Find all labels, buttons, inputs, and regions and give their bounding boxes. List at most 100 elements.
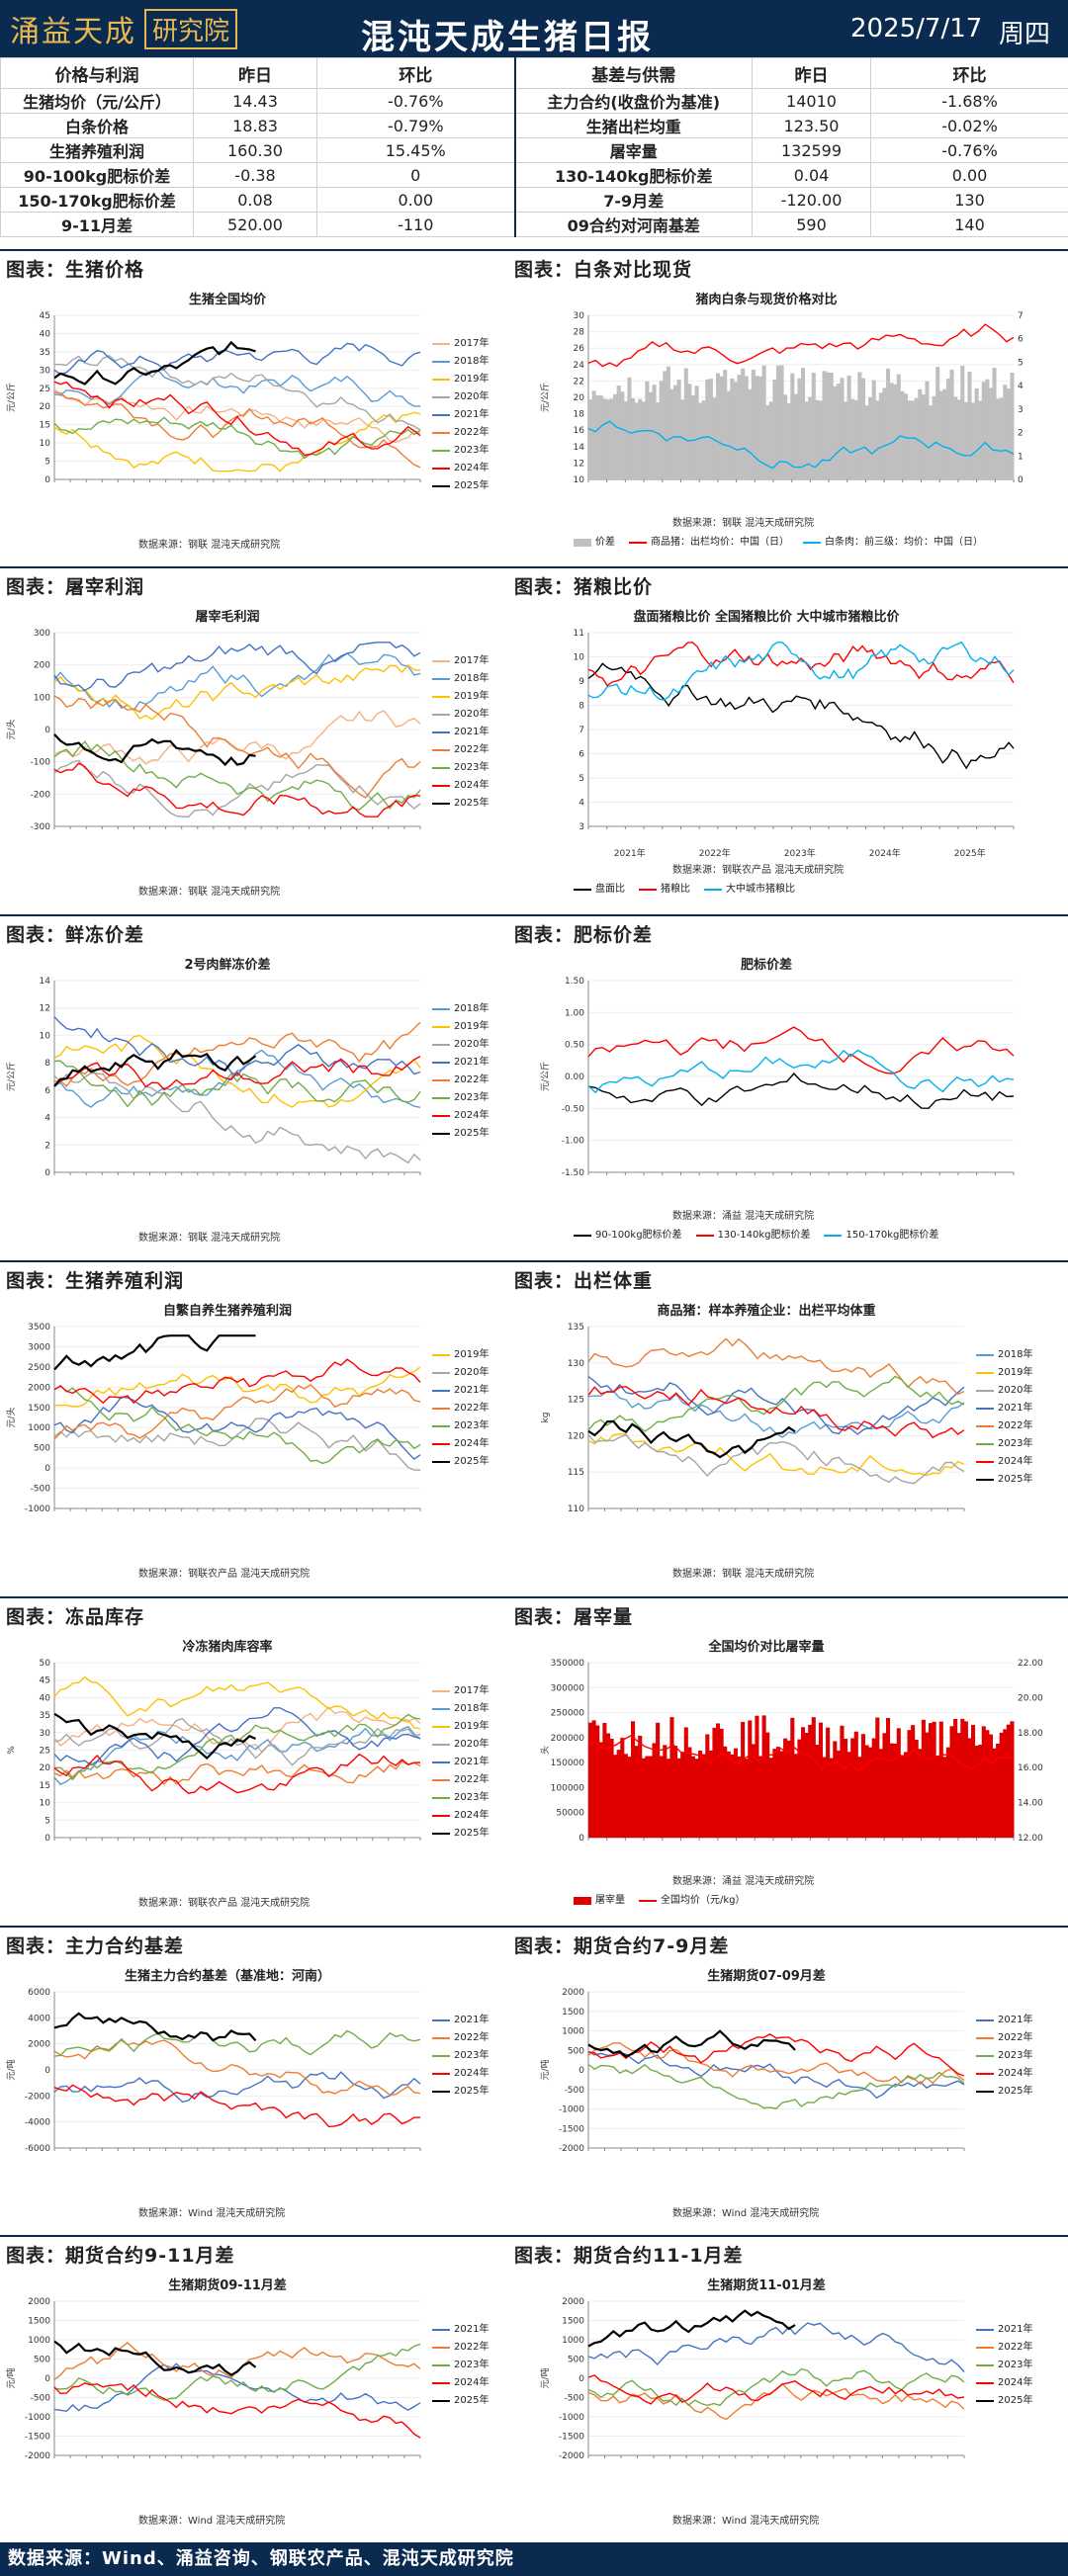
y-tick-label: -1500 (559, 2433, 584, 2443)
area-bar (822, 1757, 827, 1838)
chart-legend: 2021年 2022年 2023年 2024年 2025年 (976, 2012, 1032, 2101)
y-tick-label: -1000 (559, 2105, 584, 2115)
area-bar (761, 1715, 766, 1838)
chart-svg: 0 2 4 6 8 10 12 14 元/公斤 (6, 977, 421, 1178)
legend-label: 2022年 (454, 744, 490, 755)
table-row-label: 130-140kg肥标价差 (513, 162, 753, 188)
area-bar (701, 400, 706, 479)
area-bar (953, 396, 958, 479)
legend-swatch (976, 1372, 994, 1374)
area-bar (595, 394, 600, 479)
chart-source: 数据来源：涌益 混沌天成研究院 (672, 1876, 815, 1887)
series-line (53, 1072, 421, 1164)
legend-swatch (976, 2382, 994, 2384)
area-bar (911, 400, 916, 479)
area-bar (761, 365, 766, 479)
table-row-label: 150-170kg肥标价差 (0, 187, 194, 213)
y-tick-label: -300 (31, 822, 51, 832)
area-bar (790, 1717, 795, 1838)
legend-label: 2023年 (454, 1092, 490, 1103)
section-title-left: 图表：生猪价格 (6, 259, 145, 281)
section-title-right: 图表：肥标价差 (514, 924, 654, 946)
legend-label: 2025年 (454, 2086, 490, 2097)
legend-label: 2019年 (454, 691, 490, 702)
chart-panel: 2号肉鲜冻价差 0 2 4 6 8 10 12 14 元/公斤 2018年 2019年 2020年 202… (0, 946, 514, 1256)
y-tick-label: -0.50 (562, 1104, 585, 1114)
area-bar (616, 386, 621, 479)
y-tick-label: 250000 (551, 1709, 585, 1719)
legend-label: 2022年 (454, 1403, 490, 1414)
legend-item: 2020年 (432, 1364, 489, 1382)
area-bar (811, 1717, 816, 1838)
y-tick-label: 0 (44, 1168, 50, 1178)
area-bar (967, 372, 972, 479)
section-title-right: 图表：期货合约7-9月差 (514, 1935, 730, 1957)
area-bar (620, 1738, 625, 1838)
area-bar (656, 1722, 661, 1838)
area-bar (914, 1739, 919, 1838)
y-tick-label: 45 (40, 1676, 50, 1686)
y2-tick-label: 1 (1018, 452, 1024, 462)
legend-swatch (432, 785, 450, 787)
series-line (53, 733, 256, 767)
y2-tick-label: 16.00 (1018, 1763, 1043, 1773)
y2-tick-label: 3 (1018, 405, 1024, 415)
legend-label: 2025年 (454, 1828, 490, 1839)
area-bar (758, 1756, 763, 1838)
y-tick-label: 0 (44, 2374, 50, 2384)
area-bar (666, 366, 670, 479)
area-bar (945, 1747, 950, 1838)
legend-item: 2017年 (432, 1682, 489, 1700)
area-bar (840, 1725, 845, 1838)
y-tick-label: 350000 (551, 1659, 585, 1669)
table-row: 90-100kg肥标价差 -0.38 0 130-140kg肥标价差 0.04 0.00 (0, 162, 1068, 188)
area-bar (903, 1752, 908, 1838)
area-bar (804, 1732, 809, 1838)
legend-item: 2023年 (976, 2047, 1032, 2065)
series-line (53, 664, 421, 721)
area-bar (659, 381, 664, 479)
y-tick-label: 500 (34, 2356, 50, 2365)
chart-section: 图表：鲜冻价差 图表：肥标价差 2号肉鲜冻价差 0 2 4 6 8 10 12 14 元/公斤 2018… (0, 914, 1068, 1256)
area-bar (860, 378, 865, 479)
area-bar (844, 401, 848, 479)
section-title-left: 图表：生猪养殖利润 (6, 1270, 185, 1292)
legend-label: 2018年 (454, 673, 490, 684)
area-bar (730, 378, 735, 479)
y-axis-label: 元/公斤 (540, 383, 551, 412)
legend-item: 150-170kg肥标价差 (824, 1227, 938, 1245)
legend-item: 2021年 (432, 2321, 489, 2339)
legend-label: 2019年 (454, 374, 490, 385)
area-bar (663, 371, 668, 479)
series-line (53, 1707, 421, 1766)
legend-label: 2017年 (454, 338, 490, 349)
legend-label: 2024年 (454, 780, 490, 791)
table-cell: -0.79% (316, 113, 515, 138)
area-bar (648, 391, 653, 479)
y-tick-label: 30 (40, 1729, 51, 1739)
legend-item: 2022年 (432, 2029, 489, 2047)
table-row-label: 生猪均价（元/公斤） (0, 88, 194, 114)
area-bar (588, 399, 593, 479)
table-cell: 0.00 (316, 187, 515, 213)
y-tick-label: 120 (568, 1431, 584, 1441)
area-bar (942, 388, 947, 479)
area-bar (772, 379, 777, 479)
table-cell: 123.50 (752, 113, 871, 138)
y-tick-label: -500 (31, 1485, 51, 1495)
area-bar (942, 1757, 947, 1838)
area-bar (701, 1754, 706, 1838)
series-line (587, 2063, 965, 2109)
chart-source: 数据来源：钢联 混沌天成研究院 (138, 540, 281, 551)
area-bar (719, 1728, 724, 1838)
series-line (53, 1021, 421, 1087)
legend-swatch (976, 1390, 994, 1392)
chart-svg: 3 4 5 6 7 8 9 10 11 2021年 2022年 2023年 2024年 2025年 (574, 629, 1015, 859)
area-bar (804, 401, 809, 479)
table-cell: 18.83 (193, 113, 317, 138)
area-bar (981, 1726, 986, 1838)
legend-label: 2022年 (998, 2032, 1033, 2043)
series-line (587, 2322, 965, 2372)
legend-item: 2022年 (432, 1771, 489, 1789)
y-tick-label: 20 (40, 402, 51, 412)
